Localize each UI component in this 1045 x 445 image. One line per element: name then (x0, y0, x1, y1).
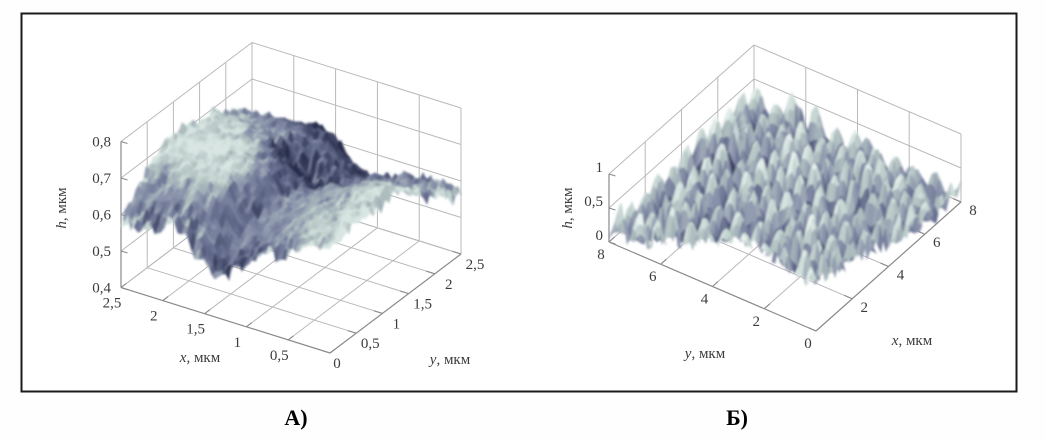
svg-text:1: 1 (596, 160, 604, 176)
svg-text:0,5: 0,5 (92, 244, 111, 260)
svg-text:0,8: 0,8 (92, 135, 111, 151)
svg-text:8: 8 (597, 247, 605, 263)
svg-text:2: 2 (445, 277, 453, 293)
svg-text:8: 8 (969, 203, 977, 219)
svg-text:0,5: 0,5 (361, 336, 380, 352)
svg-text:0,5: 0,5 (584, 194, 603, 210)
svg-text:4: 4 (701, 292, 709, 308)
svg-text:0,5: 0,5 (270, 348, 289, 364)
svg-text:0: 0 (596, 228, 604, 244)
svg-text:0,7: 0,7 (92, 171, 111, 187)
svg-text:h, мкм: h, мкм (54, 187, 70, 229)
svg-text:1: 1 (234, 335, 242, 351)
svg-text:А): А) (284, 405, 307, 430)
svg-text:1,5: 1,5 (413, 297, 432, 313)
svg-text:h, мкм: h, мкм (560, 187, 576, 229)
svg-text:2,5: 2,5 (103, 296, 122, 312)
svg-text:6: 6 (933, 235, 941, 251)
svg-text:0,6: 0,6 (92, 208, 111, 224)
svg-text:1,5: 1,5 (186, 322, 205, 338)
svg-text:6: 6 (649, 269, 657, 285)
svg-text:y, мкм: y, мкм (683, 346, 726, 362)
svg-text:x, мкм: x, мкм (179, 350, 221, 366)
svg-text:2: 2 (752, 314, 760, 330)
svg-text:2,5: 2,5 (466, 257, 485, 273)
svg-text:0,4: 0,4 (92, 281, 111, 297)
svg-text:4: 4 (897, 268, 905, 284)
svg-text:0: 0 (804, 336, 812, 352)
svg-text:0: 0 (333, 356, 341, 372)
svg-text:1: 1 (393, 316, 401, 332)
svg-text:2: 2 (150, 309, 158, 325)
svg-text:Б): Б) (726, 405, 748, 430)
svg-text:x, мкм: x, мкм (891, 333, 933, 349)
svg-text:2: 2 (860, 300, 868, 316)
svg-text:y, мкм: y, мкм (428, 352, 471, 368)
